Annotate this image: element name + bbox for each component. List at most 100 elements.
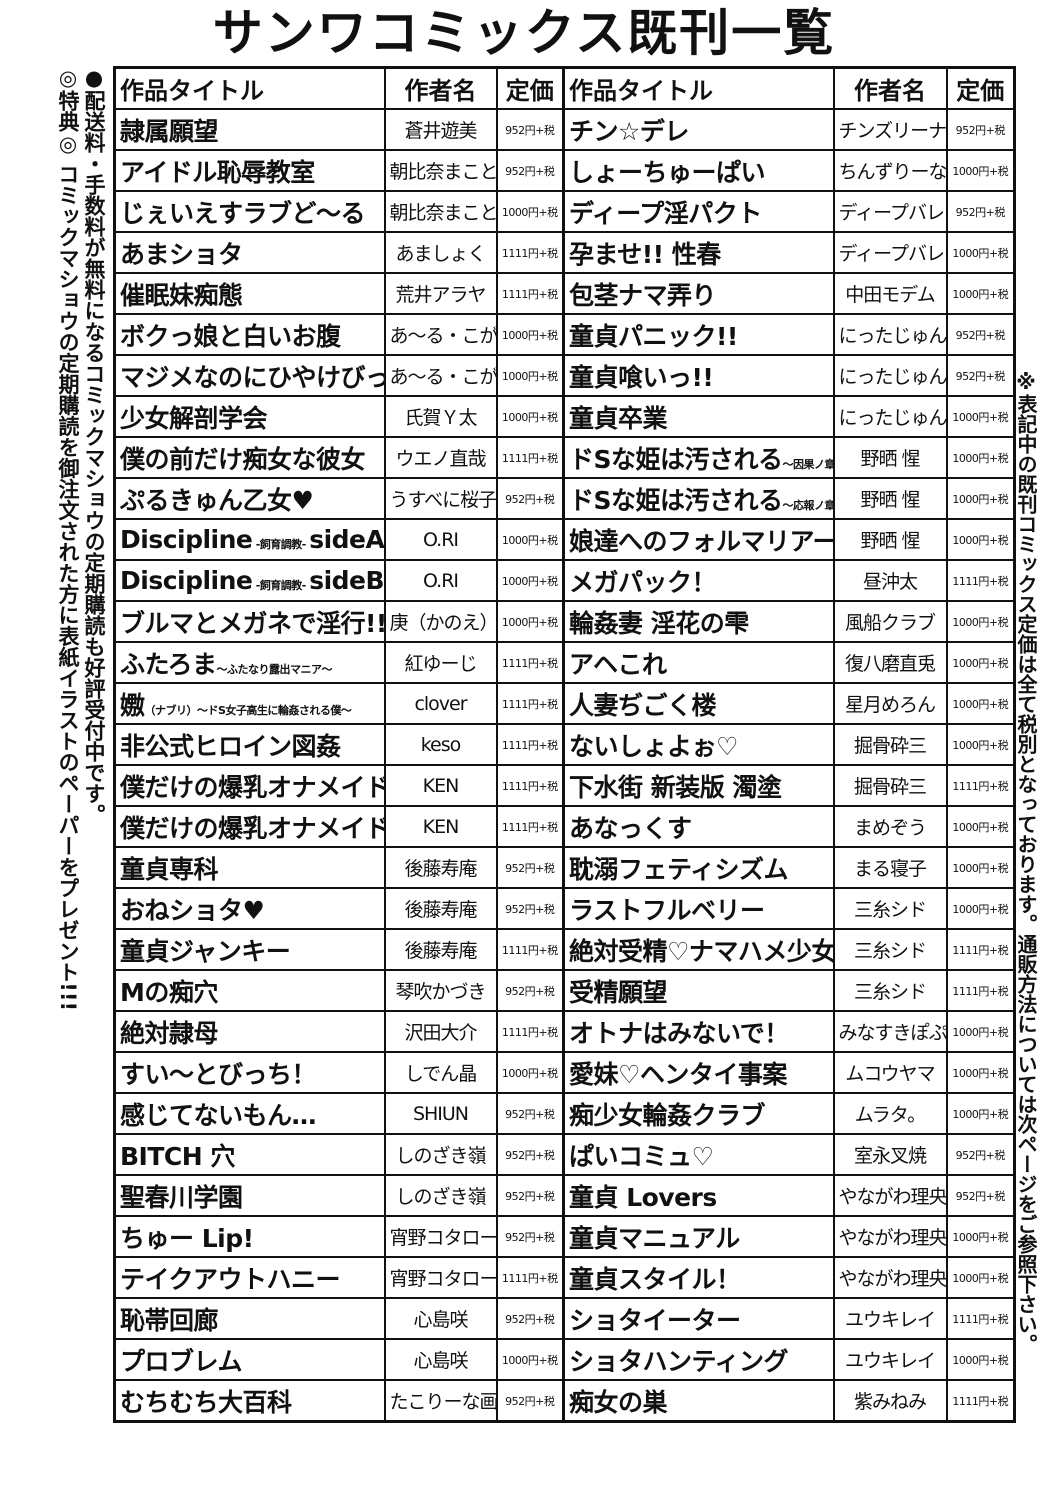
book-title: 恥帯回廊 (120, 1305, 219, 1335)
price-cell: 952円+税 (495, 1092, 565, 1135)
author-cell: 後藤寿庵 (383, 887, 498, 930)
author-cell: チンズリーナ (832, 108, 948, 151)
header-price: 定価 (945, 66, 1016, 110)
author-cell: 紫みねみ (832, 1379, 948, 1423)
book-title-cell: むちむち大百科 (113, 1379, 386, 1423)
book-title-cell: ディープ淫パクト (562, 190, 835, 233)
author-cell: 心島咲 (383, 1338, 498, 1381)
book-title-cell: 受精願望 (562, 969, 835, 1012)
price-cell: 952円+税 (495, 1215, 565, 1258)
author-cell: 氏賀Ｙ太 (383, 395, 498, 438)
author-cell: 後藤寿庵 (383, 928, 498, 971)
book-title: 非公式ヒロイン図姦 (120, 731, 341, 761)
author-cell: 沢田大介 (383, 1010, 498, 1053)
price-cell: 1000円+税 (945, 641, 1016, 684)
book-title-cell: 下水街 新装版 濁塗 (562, 764, 835, 807)
price-cell: 1111円+税 (945, 928, 1016, 971)
table-row: 恥帯回廊 心島咲 952円+税 ショタイーター ユウキレイ 1111円+税 (113, 1297, 1016, 1340)
author-cell: たこりーな画伯 (383, 1379, 498, 1423)
table-row: Mの痴穴 琴吹かづき 952円+税 受精願望 三糸シド 1111円+税 (113, 969, 1016, 1012)
book-title: 痴少女輪姦クラブ (569, 1100, 766, 1130)
price-cell: 1111円+税 (495, 436, 565, 479)
author-cell: 野晒 惺 (832, 436, 948, 479)
header-author: 作者名 (832, 66, 948, 110)
book-title-cell: 非公式ヒロイン図姦 (113, 723, 386, 766)
book-title: おねショタ♥ (120, 895, 265, 925)
author-cell: あましょく (383, 231, 498, 274)
price-cell: 952円+税 (945, 313, 1016, 356)
book-title-cell: 童貞喰いっ!! (562, 354, 835, 397)
book-title: ぷるきゅん乙女♥ (120, 485, 314, 515)
price-cell: 952円+税 (495, 1297, 565, 1340)
author-cell: あ〜る・こが (383, 313, 498, 356)
book-title: 催眠妹痴態 (120, 280, 243, 310)
table-row: 童貞ジャンキー 後藤寿庵 1111円+税 絶対受精♡ナマハメ少女 三糸シド 1111円+税 (113, 928, 1016, 971)
price-cell: 1000円+税 (495, 395, 565, 438)
price-cell: 1000円+税 (945, 1256, 1016, 1299)
author-cell: にったじゅん (832, 354, 948, 397)
price-cell: 952円+税 (945, 190, 1016, 233)
header-author: 作者名 (383, 66, 498, 110)
price-cell: 952円+税 (495, 846, 565, 889)
price-note: ※表記中の既刊コミックス定価は全て税別となっております。通販方法については次ペー… (1014, 370, 1038, 1354)
author-cell: 朝比奈まこと (383, 149, 498, 192)
book-title-cell: 童貞 Lovers (562, 1174, 835, 1217)
book-title: チン☆デレ (569, 116, 689, 146)
book-title: ふたろま (120, 649, 217, 679)
author-cell: 後藤寿庵 (383, 846, 498, 889)
book-title: 受精願望 (569, 977, 668, 1007)
price-cell: 952円+税 (945, 108, 1016, 151)
price-cell: 1111円+税 (945, 969, 1016, 1012)
book-title: 童貞 Lovers (569, 1182, 717, 1212)
price-cell: 952円+税 (945, 1174, 1016, 1217)
price-cell: 1000円+税 (945, 1092, 1016, 1135)
book-title: すい〜とびっち！ (120, 1059, 317, 1089)
book-title: メガパック！ (569, 567, 717, 597)
author-cell: まる寝子 (832, 846, 948, 889)
book-title: 僕だけの爆乳オナメイド 下 (120, 813, 385, 843)
book-title: しょーちゅーぱい (569, 157, 766, 187)
book-title: ドSな姫は汚される (569, 444, 783, 474)
book-title-cell: ちゅー Lip! (113, 1215, 386, 1258)
author-cell: 紅ゆーじ (383, 641, 498, 684)
book-title-cell: Discipline -飼育調教- sideB (113, 559, 386, 602)
book-title: ブルマとメガネで淫行!! (120, 608, 385, 638)
price-cell: 1000円+税 (945, 395, 1016, 438)
book-subtitle: 〜因果ノ章〜 (782, 457, 832, 471)
book-title-cell: 僕だけの爆乳オナメイド 下 (113, 805, 386, 848)
book-title-cell: 僕の前だけ痴女な彼女 (113, 436, 386, 479)
price-cell: 1111円+税 (495, 272, 565, 315)
author-cell: 三糸シド (832, 887, 948, 930)
book-title-suffix: sideB (309, 566, 385, 595)
book-title: あなっくす (569, 813, 692, 843)
book-title-cell: しょーちゅーぱい (562, 149, 835, 192)
price-cell: 1111円+税 (495, 641, 565, 684)
book-title-cell: ふたろま〜ふたなり露出マニア〜 (113, 641, 386, 684)
author-cell: ディープバレー (832, 231, 948, 274)
table-row: おねショタ♥ 後藤寿庵 952円+税 ラストフルベリー 三糸シド 1000円+税 (113, 887, 1016, 930)
book-title-cell: ブルマとメガネで淫行!! (113, 600, 386, 643)
author-cell: 昼沖太 (832, 559, 948, 602)
book-title: 僕だけの爆乳オナメイド 上 (120, 772, 385, 802)
book-title: 絶対受精♡ナマハメ少女 (569, 936, 834, 966)
price-cell: 1000円+税 (945, 1338, 1016, 1381)
price-cell: 1000円+税 (945, 682, 1016, 725)
table-row: 嫐（ナブリ）〜ドS女子高生に輪姦される僕〜 clover 1111円+税 人妻ぢごく楼… (113, 682, 1016, 725)
price-cell: 952円+税 (495, 149, 565, 192)
book-title-cell: ドSな姫は汚される〜因果ノ章〜 (562, 436, 835, 479)
book-title-cell: プロブレム (113, 1338, 386, 1381)
price-cell: 1000円+税 (495, 600, 565, 643)
book-title-cell: BITCH 穴 (113, 1133, 386, 1176)
book-title-cell: 痴女の巣 (562, 1379, 835, 1423)
price-cell: 952円+税 (945, 1133, 1016, 1176)
book-title: アヘこれ (569, 649, 667, 679)
author-cell: にったじゅん (832, 395, 948, 438)
table-row: Discipline -飼育調教- sideA O.RI 1000円+税 娘達へのフォ… (113, 518, 1016, 561)
author-cell: にったじゅん (832, 313, 948, 356)
author-cell: 三糸シド (832, 969, 948, 1012)
book-title: 娘達へのフォルマリアージュ (569, 526, 834, 556)
book-title-cell: チン☆デレ (562, 108, 835, 151)
price-cell: 1000円+税 (495, 354, 565, 397)
author-cell: あ〜る・こが (383, 354, 498, 397)
